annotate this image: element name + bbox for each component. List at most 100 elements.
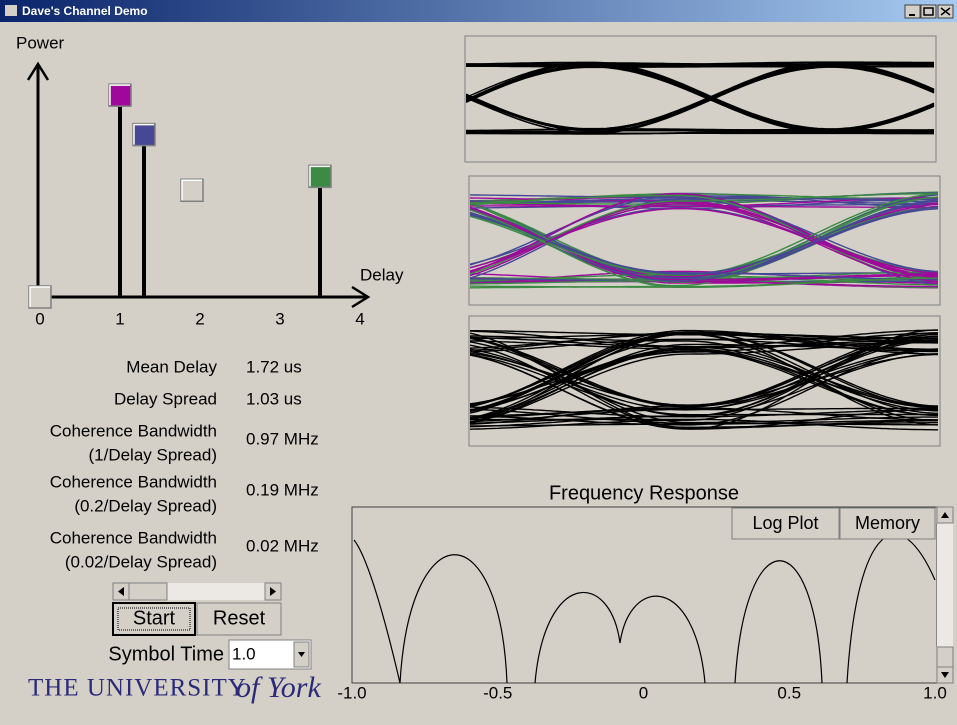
stat-value: 1.03 us (246, 389, 302, 408)
maximize-icon (923, 7, 934, 16)
window-buttons[interactable] (904, 4, 954, 19)
symbol-time-label: Symbol Time (108, 643, 224, 665)
stat-label: Mean Delay (126, 357, 217, 376)
tap-highlight (29, 286, 50, 307)
tap-marker[interactable] (108, 83, 132, 107)
x-tick-label: -0.5 (483, 683, 512, 702)
arrow-icon (118, 587, 124, 596)
eye-trace (470, 194, 939, 282)
reset-label: Reset (213, 607, 266, 629)
stat-label: Coherence Bandwidth (50, 421, 217, 440)
freq-title: Frequency Response (549, 482, 739, 504)
freq-curve (353, 533, 936, 684)
x-tick-label: -1.0 (337, 683, 366, 702)
tap-highlight (309, 165, 330, 187)
x-tick-label: 0 (639, 683, 648, 702)
stat-value: 1.72 us (246, 357, 302, 376)
eye-trace (470, 340, 939, 412)
eye-trace (470, 209, 939, 288)
eye-trace (470, 329, 938, 407)
eye-trace (470, 332, 938, 429)
close-icon (940, 7, 951, 16)
minimize-button[interactable] (904, 4, 921, 19)
eye-traces (466, 61, 935, 135)
eye-trace (470, 330, 938, 344)
eye-trace (470, 206, 939, 275)
delay-profile: Power Delay 0 1 2 3 4 (16, 33, 404, 328)
stat-label: Delay Spread (114, 389, 217, 408)
stat-label: (0.02/Delay Spread) (65, 552, 217, 571)
tap-highlight (109, 84, 130, 106)
x-axis-arrow (351, 285, 371, 309)
stat-label: (0.2/Delay Spread) (74, 496, 217, 515)
arrow-icon (941, 512, 949, 518)
eye-trace (470, 198, 939, 279)
eye-trace (466, 63, 935, 132)
tap-marker[interactable] (28, 285, 52, 309)
tap-marker[interactable] (180, 178, 204, 203)
eye-trace (470, 336, 938, 424)
eye-traces (470, 191, 939, 289)
eye-trace (466, 66, 935, 133)
reset-button[interactable] (196, 602, 282, 636)
scroll-thumb[interactable] (936, 646, 954, 668)
logo-script: of York (236, 671, 321, 704)
eye-panel (464, 35, 937, 163)
arrow-icon (941, 672, 949, 678)
focus-ring (117, 607, 191, 631)
y-axis-arrow (26, 61, 50, 81)
eye-trace (470, 349, 939, 417)
stat-value: 0.19 MHz (246, 480, 319, 499)
plot-button[interactable] (839, 507, 936, 540)
eye-traces (470, 329, 939, 431)
y-axis-label: Power (16, 33, 65, 52)
eye-trace (470, 343, 938, 420)
tap-highlight (181, 179, 202, 201)
freq-x-ticks: -1.0 -0.5 0 0.5 1.0 (337, 683, 946, 702)
x-axis-label: Delay (360, 265, 404, 284)
eye-trace (470, 333, 938, 408)
x-tick-label: 1.0 (923, 683, 947, 702)
x-tick-label: 2 (195, 309, 204, 328)
plot-button-label: Log Plot (752, 513, 818, 533)
x-tick-label: 4 (355, 309, 364, 328)
eye-trace (470, 353, 938, 416)
eye-trace (470, 331, 939, 423)
tap-marker[interactable] (132, 122, 156, 147)
arrow-icon (298, 652, 305, 657)
plot-button-label: Memory (855, 513, 920, 533)
eye-trace (470, 419, 938, 427)
tap-marker[interactable] (308, 164, 332, 189)
scroll-thumb[interactable] (128, 582, 168, 601)
freq-buttons: Log Plot Memory (731, 507, 936, 540)
plot-button[interactable] (731, 507, 840, 540)
vertical-scrollbar[interactable] (937, 507, 953, 683)
symbol-time-value: 1.0 (232, 644, 256, 663)
title-bar (0, 0, 957, 22)
eye-diagrams (466, 61, 939, 431)
x-tick-label: 0 (35, 309, 44, 328)
start-label: Start (133, 607, 176, 629)
horizontal-scrollbar[interactable] (112, 582, 282, 601)
eye-trace (466, 64, 934, 134)
tap-highlight (133, 123, 154, 145)
eye-trace (470, 337, 938, 412)
stat-label: Coherence Bandwidth (50, 528, 217, 547)
eye-trace (470, 335, 939, 406)
eye-trace (470, 406, 938, 418)
stats: Mean Delay 1.72 us Delay Spread 1.03 us Cohe… (50, 357, 319, 571)
app-icon (5, 5, 17, 16)
stat-label: Coherence Bandwidth (50, 472, 217, 491)
eye-trace (470, 336, 939, 408)
window-title: Dave's Channel Demo (22, 4, 148, 18)
arrow-icon (270, 587, 276, 596)
stat-label: (1/Delay Spread) (88, 445, 217, 464)
eye-trace (466, 63, 935, 103)
x-tick-label: 1 (115, 309, 124, 328)
stat-value: 0.02 MHz (246, 536, 319, 555)
x-tick-label: 3 (275, 309, 284, 328)
eye-trace (470, 332, 938, 419)
logo-name: THE UNIVERSITY (28, 675, 247, 702)
